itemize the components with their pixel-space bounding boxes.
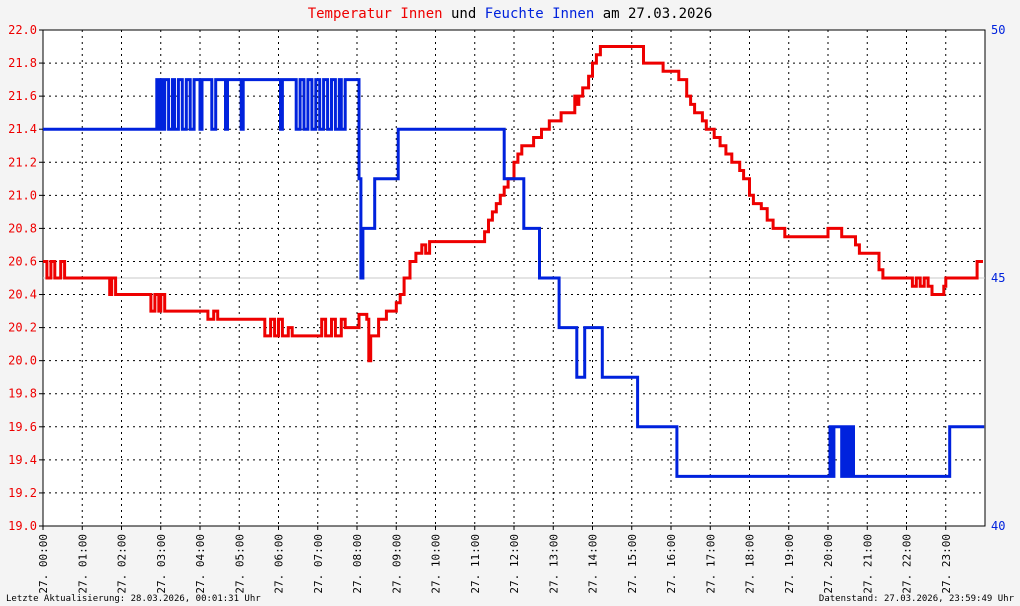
left-tick-label: 20.8	[8, 221, 37, 235]
x-tick-label: 27. 05:00	[233, 534, 246, 594]
x-tick-label: 27. 18:00	[744, 534, 757, 594]
right-tick-label: 40	[991, 519, 1005, 533]
title-humidity: Feuchte Innen	[485, 6, 595, 22]
right-tick-label: 45	[991, 271, 1005, 285]
x-tick-label: 27. 10:00	[430, 534, 443, 594]
left-tick-label: 19.4	[8, 453, 37, 467]
left-tick-label: 19.0	[8, 519, 37, 533]
left-tick-label: 21.4	[8, 122, 37, 136]
title-und: und	[443, 6, 485, 22]
right-tick-label: 50	[991, 23, 1005, 37]
x-tick-label: 27. 22:00	[901, 534, 914, 594]
x-tick-label: 27. 21:00	[861, 534, 874, 594]
series-line-temperature	[43, 45, 983, 363]
x-tick-label: 27. 02:00	[116, 534, 129, 594]
left-tick-label: 22.0	[8, 23, 37, 37]
x-tick-label: 27. 12:00	[508, 534, 521, 594]
chart-title: Temperatur Innen und Feuchte Innen am 27…	[308, 6, 713, 22]
left-tick-label: 20.6	[8, 254, 37, 268]
left-axis-ticks: 19.0 19.2 19.4 19.6 19.8 20.0 20.2 20.4 20.6 20.8…	[8, 23, 43, 533]
x-tick-label: 27. 06:00	[273, 534, 286, 594]
left-tick-label: 19.8	[8, 387, 37, 401]
x-tick-label: 27. 17:00	[704, 534, 717, 594]
x-tick-label: 27. 00:00	[37, 534, 50, 594]
x-tick-label: 27. 08:00	[351, 534, 364, 594]
x-tick-label: 27. 19:00	[783, 534, 796, 594]
left-tick-label: 21.0	[8, 188, 37, 202]
left-tick-label: 20.2	[8, 321, 37, 335]
x-tick-label: 27. 04:00	[194, 534, 207, 594]
x-axis-ticks: 27. 00:00 27. 01:00 27. 02:00 27. 03:00 27. …	[37, 526, 953, 594]
x-tick-label: 27. 16:00	[665, 534, 678, 594]
x-tick-label: 27. 11:00	[469, 534, 482, 594]
x-tick-label: 27. 01:00	[76, 534, 89, 594]
left-tick-label: 20.4	[8, 288, 37, 302]
x-tick-label: 27. 07:00	[312, 534, 325, 594]
series-lines	[43, 45, 985, 478]
footer-last-update: Letzte Aktualisierung: 28.03.2026, 00:01…	[6, 594, 261, 604]
title-temperature: Temperatur Innen	[308, 6, 443, 22]
x-tick-label: 27. 20:00	[822, 534, 835, 594]
footer-data-state: Datenstand: 27.03.2026, 23:59:49 Uhr	[819, 594, 1015, 604]
x-tick-label: 27. 03:00	[155, 534, 168, 594]
left-tick-label: 19.6	[8, 420, 37, 434]
left-tick-label: 21.8	[8, 56, 37, 70]
x-tick-label: 27. 13:00	[547, 534, 560, 594]
left-tick-label: 19.2	[8, 486, 37, 500]
x-tick-label: 27. 23:00	[940, 534, 953, 594]
x-tick-label: 27. 09:00	[390, 534, 403, 594]
title-date: am 27.03.2026	[594, 6, 712, 22]
left-tick-label: 20.0	[8, 354, 37, 368]
x-tick-label: 27. 14:00	[587, 534, 600, 594]
left-tick-label: 21.2	[8, 155, 37, 169]
x-tick-label: 27. 15:00	[626, 534, 639, 594]
left-tick-label: 21.6	[8, 89, 37, 103]
right-axis-ticks: 40 45 50	[991, 23, 1005, 533]
series-line-humidity	[43, 78, 985, 478]
